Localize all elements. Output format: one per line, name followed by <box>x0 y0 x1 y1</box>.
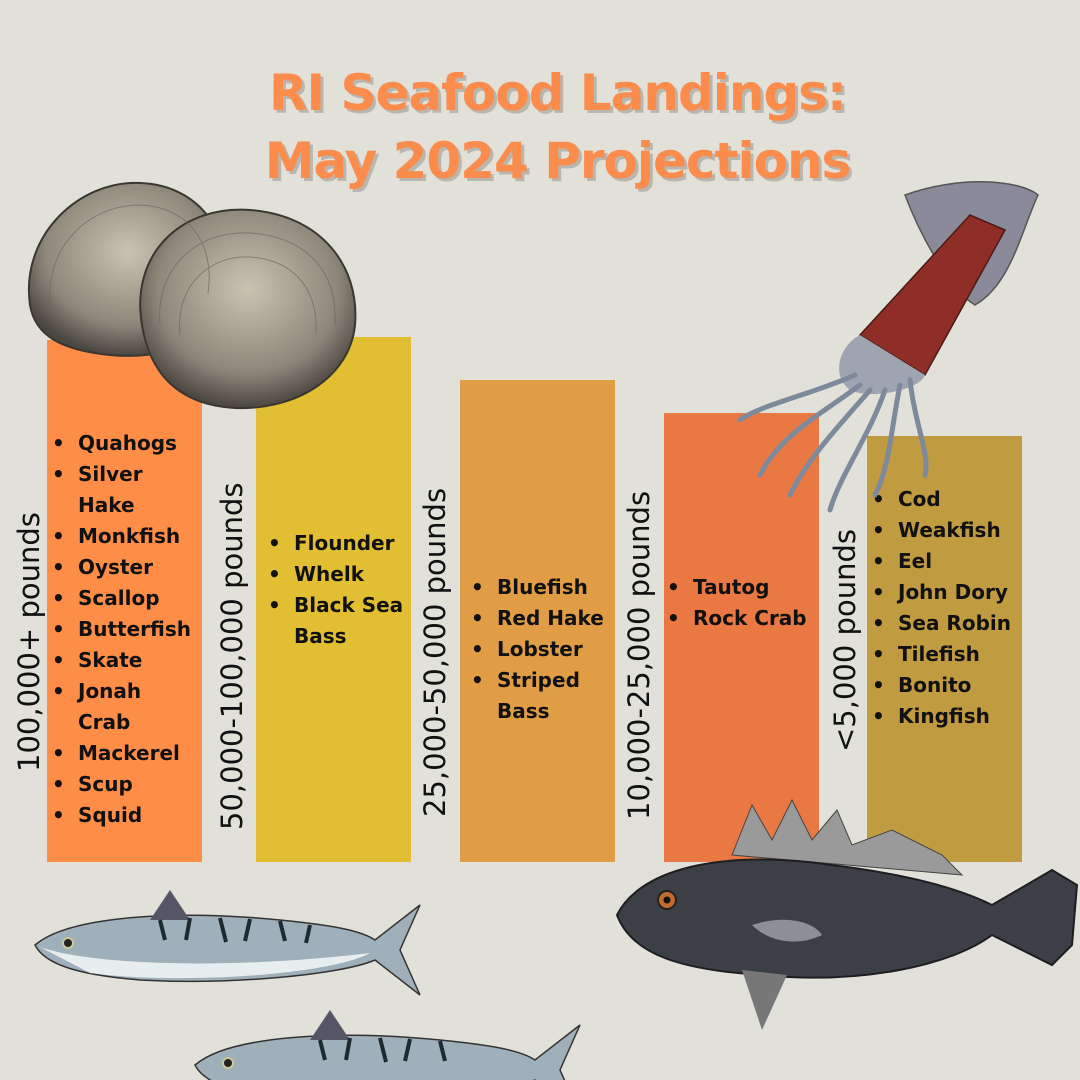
list-item: Whelk <box>264 559 412 590</box>
list-item: Skate <box>48 645 200 676</box>
squid-illustration <box>737 181 1039 513</box>
list-item: Jonah Crab <box>48 676 200 738</box>
species-list-10000-25000: Tautog Rock Crab <box>663 572 823 634</box>
species-list-50000-100000: Flounder Whelk Black Sea Bass <box>264 528 412 652</box>
list-item: Quahogs <box>48 428 200 459</box>
species-list-under-5000: Cod Weakfish Eel John Dory Sea Robin Til… <box>868 484 1028 732</box>
list-item: Scup <box>48 769 200 800</box>
list-item: Squid <box>48 800 200 831</box>
category-label: 25,000-50,000 pounds <box>418 487 452 817</box>
list-item: Weakfish <box>868 515 1028 546</box>
list-item: Flounder <box>264 528 412 559</box>
list-item: Black Sea Bass <box>264 590 412 652</box>
list-item: Tilefish <box>868 639 1028 670</box>
species-list-100000-plus: Quahogs Silver Hake Monkfish Oyster Scal… <box>48 428 200 831</box>
list-item: Scallop <box>48 583 200 614</box>
list-item: Eel <box>868 546 1028 577</box>
list-item: Sea Robin <box>868 608 1028 639</box>
list-item: John Dory <box>868 577 1028 608</box>
category-label: 100,000+ pounds <box>12 512 46 772</box>
category-label: <5,000 pounds <box>828 529 862 752</box>
clam-illustration <box>27 181 357 410</box>
list-item: Monkfish <box>48 521 200 552</box>
category-label: 10,000-25,000 pounds <box>622 490 656 820</box>
mackerel-illustration <box>194 1010 581 1080</box>
list-item: Cod <box>868 484 1028 515</box>
title-line-2: May 2024 Projections <box>264 132 852 190</box>
category-label: 50,000-100,000 pounds <box>215 482 249 830</box>
list-item: Bonito <box>868 670 1028 701</box>
list-item: Bluefish <box>467 572 615 603</box>
mackerel-illustration <box>34 890 421 996</box>
list-item: Mackerel <box>48 738 200 769</box>
list-item: Oyster <box>48 552 200 583</box>
species-list-25000-50000: Bluefish Red Hake Lobster Striped Bass <box>467 572 615 727</box>
list-item: Kingfish <box>868 701 1028 732</box>
list-item: Lobster <box>467 634 615 665</box>
list-item: Silver Hake <box>48 459 200 521</box>
list-item: Butterfish <box>48 614 200 645</box>
title-line-1: RI Seafood Landings: <box>268 64 847 122</box>
list-item: Striped Bass <box>467 665 615 727</box>
sea-bass-illustration <box>615 798 1079 1030</box>
list-item: Tautog <box>663 572 823 603</box>
list-item: Red Hake <box>467 603 615 634</box>
list-item: Rock Crab <box>663 603 823 634</box>
